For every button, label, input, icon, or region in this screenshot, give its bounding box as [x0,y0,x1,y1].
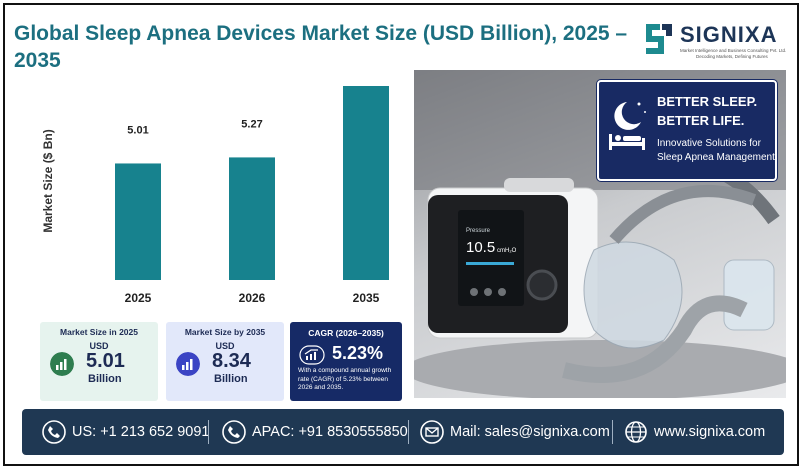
stat-card-description: With a compound annual growth rate (CAGR… [298,367,392,391]
promo-line-1: BETTER SLEEP. [657,94,758,109]
growth-chart-icon [176,352,200,376]
logo-tagline: Market Intelligence and Business Consult… [680,48,787,53]
bar-2026 [229,157,275,280]
data-label-2026: 5.27 [241,118,262,130]
contact-footer: US: +1 213 652 9091 APAC: +91 8530555850… [22,409,784,455]
x-tick-2026: 2026 [239,291,266,305]
data-label-2035: 8.34 [355,66,377,67]
page-title: Global Sleep Apnea Devices Market Size (… [14,22,628,72]
phone-icon [222,420,246,444]
footer-divider [612,420,613,444]
y-axis-label: Market Size ($ Bn) [41,129,55,232]
promo-box: BETTER SLEEP. BETTER LIFE. Innovative So… [597,80,778,181]
stat-card-2035: Market Size by 2035 USD 8.34 Billion [166,322,284,401]
stat-card-label: Market Size by 2035 [184,327,266,337]
stat-card-value: 5.23% [332,343,384,363]
stat-card-cagr: CAGR (2026–2035) 5.23% With a compound a… [290,322,402,401]
stat-card-unit: Billion [214,373,248,385]
promo-line-2: BETTER LIFE. [657,113,745,128]
logo-slogan: Decoding Markets, Defining Futures [696,54,768,59]
mail-icon [420,420,444,444]
stat-card-label: Market Size in 2025 [60,327,138,337]
logo-name: SIGNIXA [680,22,778,47]
phone-icon [42,420,66,444]
bar-2035 [343,86,389,280]
x-tick-2035: 2035 [353,291,380,305]
device-screen-label: Pressure [466,228,491,234]
data-label-2025: 5.01 [127,124,148,136]
footer-phone-us-text: US: +1 213 652 9091 [72,424,210,440]
footer-phone-apac[interactable]: APAC: +91 8530555850 [222,409,408,455]
moon-icon [609,102,646,150]
x-tick-2025: 2025 [125,291,152,305]
footer-email-text: Mail: sales@signixa.com [450,424,610,440]
stat-card-value: 5.01 [86,350,125,372]
stat-card-value: 8.34 [212,350,251,372]
bar-2025 [115,163,161,280]
promo-line-3: Innovative Solutions for [657,138,761,149]
logo-mark-icon [646,24,672,54]
stat-card-currency: USD [89,341,109,351]
footer-phone-apac-text: APAC: +91 8530555850 [252,424,408,440]
bed-icon [609,134,645,150]
market-size-bar-chart: Market Size ($ Bn) 5.01 2025 5.27 2026 8.34 20… [41,66,389,305]
footer-email[interactable]: Mail: sales@signixa.com [420,409,610,455]
company-logo: SIGNIXA Market Intelligence and Business… [640,18,790,64]
footer-website[interactable]: www.signixa.com [624,409,765,455]
growth-chart-icon [299,345,325,365]
stat-card-2025: Market Size in 2025 USD 5.01 Billion [40,322,158,401]
footer-divider [408,420,409,444]
promo-line-4: Sleep Apnea Management. [657,152,778,163]
growth-chart-icon [50,352,74,376]
footer-phone-us[interactable]: US: +1 213 652 9091 [42,409,209,455]
device-screen-unit: cmH₂O [497,248,517,254]
stat-card-label: CAGR (2026–2035) [308,328,384,338]
footer-website-text: www.signixa.com [654,424,766,440]
stat-card-unit: Billion [88,373,122,385]
footer-divider [208,420,209,444]
device-screen-value: 10.5 [466,239,495,256]
globe-icon [625,421,647,443]
stat-card-currency: USD [215,341,235,351]
